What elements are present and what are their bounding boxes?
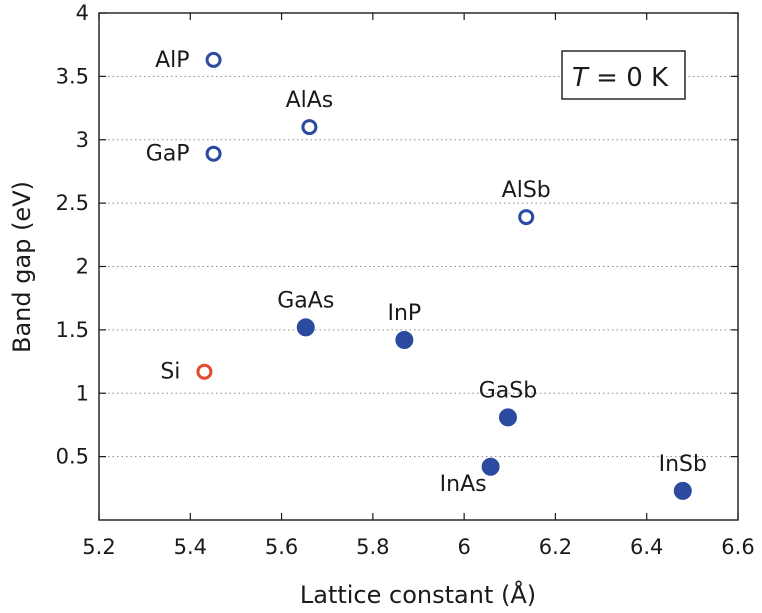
point-label: AlP	[155, 48, 189, 73]
x-tick-label: 5.4	[174, 535, 207, 559]
point-label: GaAs	[277, 288, 334, 313]
point-label: AlSb	[502, 178, 551, 203]
x-tick-label: 6.2	[539, 535, 572, 559]
annotation-box	[561, 50, 686, 100]
data-points: AlP AlAs GaP AlSb GaAs InP Si GaSb InAs InSb	[146, 48, 707, 500]
data-point	[518, 209, 535, 226]
x-tick-label: 5.8	[356, 535, 389, 559]
data-point	[301, 119, 318, 136]
annotation-text: T = 0 K	[572, 63, 669, 93]
data-point	[296, 318, 315, 337]
data-point	[673, 481, 692, 500]
y-tick-label: 3.5	[56, 64, 89, 88]
x-tick-label: 5.2	[82, 535, 115, 559]
temperature-annotation: T = 0 K	[561, 50, 686, 100]
y-tick-label: 0.5	[56, 445, 89, 469]
data-point	[205, 145, 222, 162]
grid-lines	[99, 75, 738, 458]
y-tick-label: 4	[76, 1, 89, 25]
x-tick-label: 6.6	[721, 535, 754, 559]
data-point	[481, 457, 500, 476]
point-label: AlAs	[286, 88, 334, 113]
data-point	[205, 51, 222, 68]
y-tick-label: 3	[76, 128, 89, 152]
data-point	[395, 331, 414, 350]
point-label: GaSb	[479, 378, 537, 403]
data-point	[196, 363, 213, 380]
point-label: InAs	[440, 472, 487, 497]
point-label: InP	[387, 301, 421, 326]
point-label: GaP	[146, 142, 190, 167]
axis-ticks: 0.5 1 1.5 2 2.5 3 3.5 4 5.2 5.4 5.6 5.8 6 6.2 6.4 6.6	[56, 1, 755, 559]
y-tick-label: 2.5	[56, 191, 89, 215]
x-tick-label: 6.4	[630, 535, 663, 559]
data-point	[498, 408, 517, 427]
y-tick-label: 2	[76, 255, 89, 279]
point-label: InSb	[659, 452, 707, 477]
y-tick-label: 1	[76, 381, 89, 405]
y-axis-label: Band gap (eV)	[8, 181, 36, 353]
x-axis-label: Lattice constant (Å)	[300, 580, 536, 609]
point-label: Si	[160, 360, 180, 385]
x-tick-label: 5.6	[265, 535, 298, 559]
x-tick-label: 6	[457, 535, 470, 559]
y-tick-label: 1.5	[56, 318, 89, 342]
